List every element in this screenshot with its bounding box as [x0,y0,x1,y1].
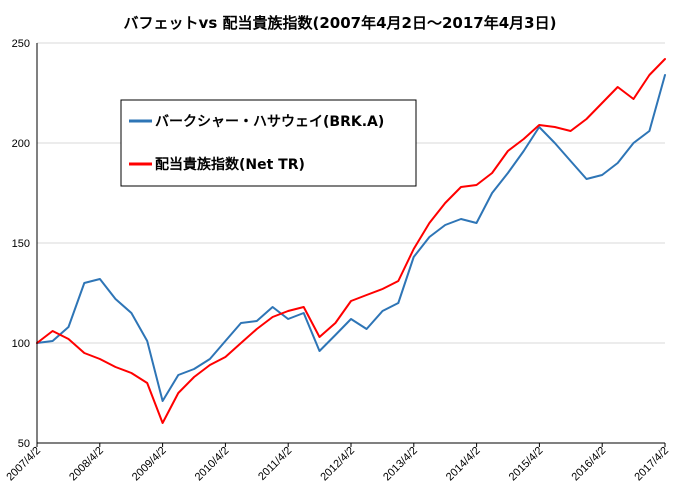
series-line-brk [36,74,666,402]
y-tick-label: 100 [12,338,30,350]
y-tick-label: 50 [18,438,30,450]
legend-box [120,99,417,187]
x-tick-label: 2017/4/2 [632,445,671,484]
x-tick-label: 2012/4/2 [318,445,357,484]
x-tick-label: 2014/4/2 [444,445,483,484]
x-tick-label: 2011/4/2 [256,445,294,483]
y-tick-label: 150 [12,238,30,250]
y-tick-label: 200 [12,138,30,150]
x-tick-label: 2009/4/2 [130,445,169,484]
x-tick-label: 2008/4/2 [67,445,106,484]
chart-title: バフェットvs 配当貴族指数(2007年4月2日～2017年4月3日) [124,14,557,32]
series-line-aristocrats [36,58,666,424]
x-tick-label: 2007/4/2 [4,445,43,484]
x-tick-label: 2010/4/2 [193,445,232,484]
legend: バークシャー・ハサウェイ(BRK.A) 配当貴族指数(Net TR) [120,99,417,187]
x-tick-label: 2016/4/2 [570,445,609,484]
legend-label-aristocrats: 配当貴族指数(Net TR) [155,156,305,173]
gridlines [37,42,665,344]
series-layer [36,58,666,424]
y-tick-label: 250 [12,38,30,50]
x-tick-label: 2015/4/2 [507,445,546,484]
x-tick-label: 2013/4/2 [381,445,420,484]
legend-label-brk: バークシャー・ハサウェイ(BRK.A) [155,114,384,130]
